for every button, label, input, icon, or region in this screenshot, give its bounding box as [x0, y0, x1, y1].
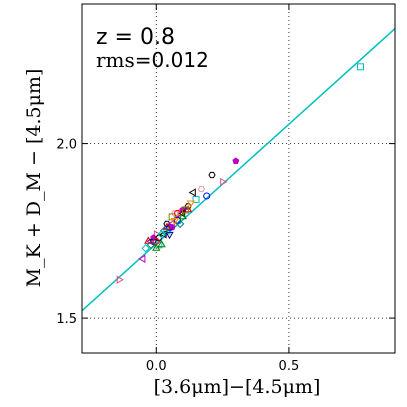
data-point-diamond	[157, 230, 166, 239]
data-point-triangle-left	[138, 254, 146, 263]
rms-annotation-value: =0.012	[135, 48, 209, 72]
rms-annotation: rms=0.012	[96, 48, 209, 72]
data-point-circle	[203, 192, 211, 200]
data-point-diamond	[159, 226, 169, 236]
data-point-diamond	[175, 219, 185, 229]
data-point-hexagon	[197, 185, 205, 193]
y-tick-label: 1.5	[56, 312, 77, 327]
data-point-circle	[152, 237, 160, 245]
data-point-square	[192, 195, 200, 203]
data-point-triangle-left	[188, 188, 196, 197]
data-point-hexagon	[208, 171, 216, 179]
data-point-triangle-up	[144, 236, 153, 244]
data-point-hexagon	[155, 234, 163, 241]
data-point-triangle-up	[152, 243, 161, 251]
data-point-triangle-down	[170, 218, 179, 226]
data-point-circle	[173, 209, 181, 217]
y-axis-label: M_K + D_M − [4.5μm]	[23, 69, 45, 288]
data-point-triangle-down	[165, 231, 174, 240]
data-point-triangle-up	[178, 212, 187, 220]
data-point-triangle-up	[157, 240, 166, 248]
fit-line	[81, 28, 396, 312]
data-point-diamond	[141, 244, 150, 253]
axis-ticks: 0.0 0.5 1.5 2.0	[56, 4, 395, 374]
x-tick-label: 0.5	[279, 359, 300, 374]
data-point-triangle-down	[186, 200, 195, 208]
x-tick-label: 0.0	[146, 359, 167, 374]
plot-frame	[81, 3, 396, 354]
data-point-triangle-right	[116, 275, 124, 284]
data-point-square	[357, 63, 365, 71]
y-tick-label: 2.0	[56, 138, 77, 153]
data-point-diamond	[146, 240, 156, 250]
rms-annotation-label: rms	[96, 48, 135, 72]
grid-lines	[82, 4, 395, 353]
data-points	[116, 63, 365, 284]
data-point-square	[181, 206, 189, 214]
x-axis-label: [3.6μm]−[4.5μm]	[154, 376, 321, 398]
data-point-triangle-right	[220, 177, 228, 187]
data-point-pentagon	[232, 157, 240, 164]
redshift-annotation: z = 0.8	[96, 25, 175, 50]
fit-line-group	[81, 28, 396, 312]
